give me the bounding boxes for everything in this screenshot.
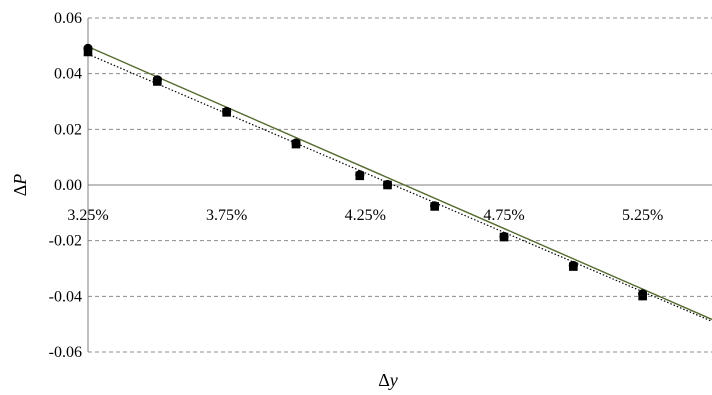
data-point-square	[222, 108, 231, 117]
data-point-square	[291, 139, 301, 149]
data-point-square	[499, 232, 509, 242]
trendline-layer	[87, 46, 712, 322]
x-axis-title: Δy	[378, 370, 398, 390]
data-point-square	[638, 291, 647, 301]
x-tick-label: 3.25%	[67, 207, 108, 224]
data-point-square	[569, 262, 578, 271]
y-tick-label: -0.02	[49, 233, 82, 250]
y-tick-label: 0.02	[54, 121, 82, 138]
data-point-square	[153, 77, 162, 86]
data-point-square	[355, 171, 365, 181]
data-point-square	[430, 202, 439, 211]
trendline-dotted	[87, 53, 712, 322]
y-axis-title: ΔP	[10, 174, 30, 197]
x-axis-title-prefix: Δ	[378, 370, 390, 390]
y-tick-label: -0.04	[49, 288, 82, 305]
x-tick-label: 5.25%	[622, 207, 663, 224]
y-axis-title-variable: P	[10, 174, 30, 186]
point-layer	[83, 43, 648, 301]
label-layer: -0.06 -0.04 -0.02 0.00 0.02 0.04 0.06 3.25% 3.75…	[49, 10, 664, 361]
x-axis-title-variable: y	[388, 370, 398, 390]
x-tick-label: 4.25%	[345, 207, 386, 224]
y-tick-label: -0.06	[49, 344, 82, 361]
x-tick-label: 4.75%	[483, 207, 524, 224]
y-tick-label: 0.00	[54, 177, 82, 194]
x-tick-label: 3.75%	[206, 207, 247, 224]
trendline-solid	[87, 46, 712, 321]
y-tick-label: 0.06	[54, 10, 82, 27]
y-axis-title-prefix: Δ	[10, 185, 30, 197]
y-tick-label: 0.04	[54, 66, 82, 83]
grid-layer	[88, 17, 712, 353]
data-point-square	[383, 180, 392, 190]
axis-layer	[87, 18, 712, 352]
data-point-square	[83, 47, 93, 57]
